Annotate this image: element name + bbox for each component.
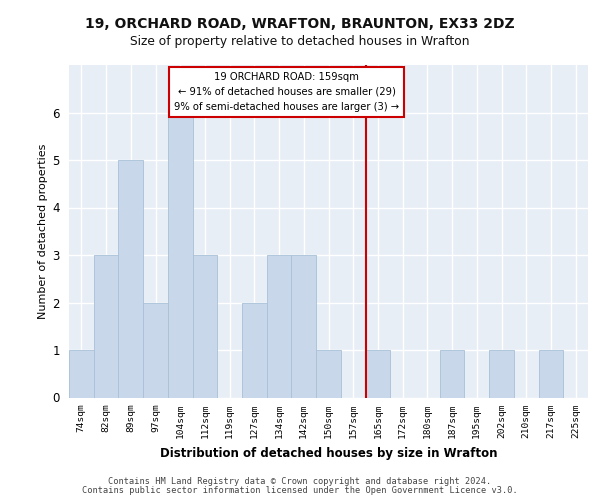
Bar [292,255,316,398]
Bar [143,302,168,398]
Bar [365,350,390,398]
Y-axis label: Number of detached properties: Number of detached properties [38,144,49,319]
Bar [94,255,118,398]
Bar [539,350,563,398]
Bar [69,350,94,398]
Bar [242,302,267,398]
Bar [193,255,217,398]
Text: Size of property relative to detached houses in Wrafton: Size of property relative to detached ho… [130,35,470,48]
Bar [168,112,193,398]
Bar [316,350,341,398]
Bar [489,350,514,398]
Bar [267,255,292,398]
Text: 19 ORCHARD ROAD: 159sqm
← 91% of detached houses are smaller (29)
9% of semi-det: 19 ORCHARD ROAD: 159sqm ← 91% of detache… [174,72,399,112]
Bar [440,350,464,398]
X-axis label: Distribution of detached houses by size in Wrafton: Distribution of detached houses by size … [160,446,497,460]
Text: 19, ORCHARD ROAD, WRAFTON, BRAUNTON, EX33 2DZ: 19, ORCHARD ROAD, WRAFTON, BRAUNTON, EX3… [85,18,515,32]
Bar [118,160,143,398]
Text: Contains public sector information licensed under the Open Government Licence v3: Contains public sector information licen… [82,486,518,495]
Text: Contains HM Land Registry data © Crown copyright and database right 2024.: Contains HM Land Registry data © Crown c… [109,477,491,486]
